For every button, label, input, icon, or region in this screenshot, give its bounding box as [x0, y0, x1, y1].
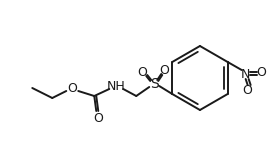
Text: O: O [93, 112, 103, 125]
Text: N: N [241, 67, 250, 80]
Text: S: S [150, 77, 159, 91]
Text: O: O [137, 66, 147, 79]
Text: NH: NH [107, 80, 126, 93]
Text: O: O [243, 84, 253, 97]
Text: O: O [257, 66, 267, 79]
Text: O: O [67, 81, 77, 94]
Text: O: O [159, 64, 169, 77]
